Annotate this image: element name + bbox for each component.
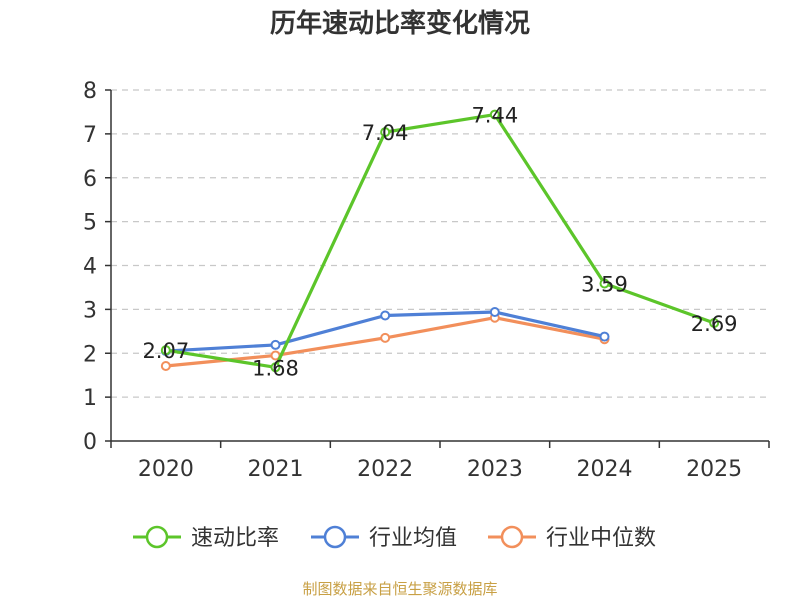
data-point (270, 339, 281, 350)
chart-title: 历年速动比率变化情况 (270, 8, 530, 39)
x-tick-label: 2021 (248, 457, 304, 482)
y-tick-label: 3 (83, 298, 97, 323)
legend-item: 速动比率 (133, 525, 279, 551)
series-group (160, 109, 720, 373)
x-tick-label: 2020 (138, 457, 194, 482)
x-tick-label: 2024 (577, 457, 633, 482)
legend-label: 行业中位数 (546, 526, 656, 551)
data-point (380, 310, 391, 321)
y-tick-label: 5 (83, 211, 97, 236)
grid-lines (111, 89, 769, 398)
data-point (380, 332, 391, 343)
data-label: 7.04 (362, 121, 409, 145)
data-point (380, 127, 391, 138)
data-point (599, 278, 610, 289)
y-tick-label: 2 (83, 342, 97, 367)
x-tick-label: 2022 (357, 457, 413, 482)
y-tick-label: 6 (83, 167, 97, 192)
y-tick-label: 0 (83, 430, 97, 455)
y-tick-label: 4 (83, 255, 97, 280)
legend: 速动比率 行业均值 行业中位数 (133, 525, 656, 551)
data-point (270, 362, 281, 373)
x-tick-label: 2023 (467, 457, 523, 482)
series-0 (160, 109, 720, 373)
data-point (709, 317, 720, 328)
legend-marker (500, 525, 524, 549)
y-tick-label: 1 (83, 386, 97, 411)
x-tick-label: 2025 (686, 457, 742, 482)
data-label: 2.69 (691, 312, 738, 336)
data-label: 1.68 (252, 356, 299, 380)
data-point (599, 331, 610, 342)
data-point (489, 307, 500, 318)
source-note: 制图数据来自恒生聚源数据库 (302, 580, 497, 598)
legend-marker (145, 525, 169, 549)
data-point (160, 360, 171, 371)
data-label: 2.07 (142, 339, 189, 363)
data-point (489, 109, 500, 120)
legend-item: 行业中位数 (488, 525, 656, 551)
data-labels: 2.07 1.68 7.04 7.44 3.59 2.69 (142, 104, 737, 381)
data-label: 3.59 (581, 272, 628, 296)
data-point (160, 345, 171, 356)
series-1 (160, 307, 610, 357)
legend-item: 行业均值 (311, 525, 457, 551)
legend-marker (323, 525, 347, 549)
series-line (164, 112, 716, 369)
legend-label: 速动比率 (191, 526, 279, 551)
axes: 0 1 2 3 4 5 6 7 8 2020 2021 2022 2023 2024 2025 (83, 79, 770, 482)
y-tick-label: 7 (83, 123, 97, 148)
legend-label: 行业均值 (369, 526, 457, 551)
y-tick-label: 8 (83, 79, 97, 104)
data-label: 7.44 (471, 104, 518, 128)
